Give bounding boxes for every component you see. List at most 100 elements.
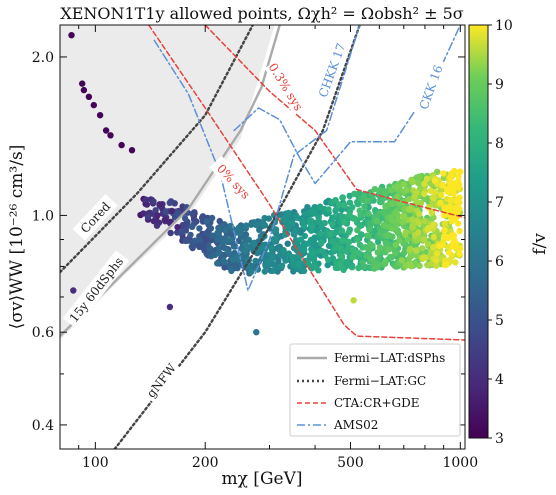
data-point [153,222,161,229]
data-point [331,213,338,221]
data-point [280,216,287,223]
data-point [242,241,249,248]
data-point [311,260,318,268]
data-point [338,227,346,234]
data-point [409,224,416,231]
data-point [140,210,147,217]
data-point [392,250,399,257]
data-point [85,93,93,101]
colorbar-tick-label: 9 [495,77,504,93]
data-point [285,224,292,232]
data-point [325,206,332,213]
data-point [225,249,232,256]
data-point [450,190,458,197]
data-point [250,240,257,247]
data-point [318,247,325,255]
data-point [203,217,211,225]
data-point [361,203,368,210]
data-point [90,101,98,109]
data-point [341,201,348,209]
data-point [374,263,382,270]
data-point [227,236,234,244]
curve-dotted-1-0 [60,25,254,274]
data-point [253,329,260,336]
data-point [441,220,449,227]
data-point [256,226,263,233]
data-point [300,223,308,230]
data-point [318,239,325,246]
data-point [242,222,250,229]
data-point [405,196,413,203]
data-point [285,209,292,217]
x-axis-title: mχ [GeV] [221,469,302,489]
data-point [144,213,152,221]
data-point [309,249,317,257]
data-point [416,262,423,269]
data-point [214,229,221,236]
data-point [226,262,234,269]
data-point [236,230,244,237]
data-point [356,189,363,197]
data-point [299,217,307,224]
data-point [441,227,448,234]
data-point [228,267,235,275]
chart-title: XENON1T1y allowed points, Ωχh² = Ωobsh² … [60,4,463,23]
data-point [452,259,459,266]
data-point [456,194,463,201]
data-point [280,247,287,254]
data-point [261,268,268,275]
data-point [269,254,277,262]
data-point [351,215,358,222]
data-point [150,217,157,225]
data-point [413,198,421,206]
data-point [261,222,269,229]
axis-ticks: 100 200 500 1000 0.4 0.6 1.0 2.0 [32,25,478,471]
data-point [421,217,428,225]
data-point [339,237,346,244]
data-point [150,198,157,205]
data-point [156,201,163,208]
data-point [196,225,203,232]
data-point [358,231,365,238]
data-point [402,229,409,236]
data-point [229,256,236,264]
data-point [450,237,458,244]
data-point [333,206,340,213]
data-point [456,227,463,235]
data-point [196,236,203,243]
data-point [314,218,322,225]
data-point [365,232,373,239]
data-point [374,249,381,256]
data-point [457,245,464,252]
svg-text:0% sys: 0% sys [214,162,253,202]
data-point [400,181,408,188]
y-tick-label: 2.0 [32,50,54,66]
data-point [270,261,277,268]
data-point [345,238,353,246]
data-point [294,214,301,221]
data-point [221,244,229,252]
data-point [296,262,303,269]
data-point [187,231,194,239]
data-point [439,182,446,189]
data-point [189,210,196,218]
data-point [259,243,267,251]
data-point [446,203,453,211]
x-tick-label: 500 [337,455,364,471]
data-point [388,186,395,194]
data-point [292,237,300,244]
data-point [382,258,389,266]
data-point [413,189,420,196]
data-point [207,225,215,232]
data-point [220,257,227,264]
data-point [349,254,356,261]
data-point [457,168,464,175]
data-point [409,178,416,186]
data-point [247,268,255,275]
data-point [304,204,311,211]
data-point [354,227,361,234]
x-tick-label: 1000 [442,455,478,471]
data-point [423,175,431,182]
data-point [182,237,189,245]
data-point [301,232,308,240]
